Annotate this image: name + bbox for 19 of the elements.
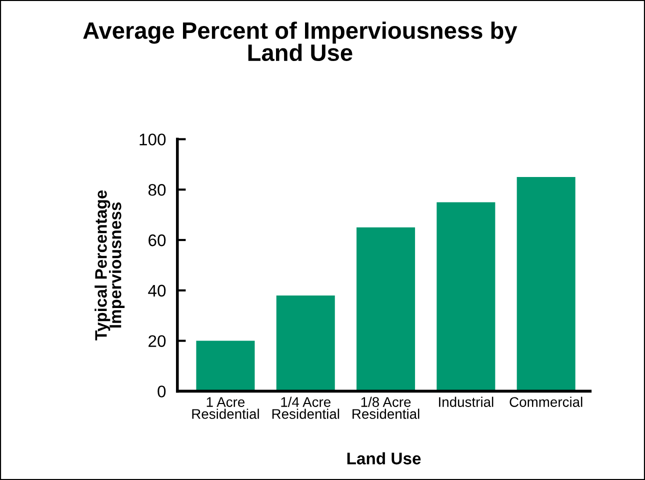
chart-title: Average Percent of Imperviousness by Land Use — [83, 22, 518, 62]
bar — [516, 177, 576, 392]
y-tick-label: 80 — [148, 184, 166, 196]
y-tick-label: 40 — [148, 284, 166, 297]
bar — [356, 227, 416, 392]
bar — [276, 295, 335, 392]
y-tick-label: 20 — [148, 335, 166, 348]
bar — [436, 202, 496, 392]
x-tick-label: 1/4 Acre Residential — [272, 396, 340, 419]
y-tick-label: 60 — [148, 234, 166, 246]
x-tick-label: 1/8 Acre Residential — [352, 396, 420, 419]
x-tick-label: Commercial — [510, 396, 582, 407]
x-tick-label: Industrial — [439, 396, 494, 407]
bar — [196, 340, 255, 392]
x-axis-title: Land Use — [347, 452, 421, 464]
y-axis-title: Typical Percentage Imperviousness — [94, 190, 125, 340]
x-tick-label: 1 Acre Residential — [192, 397, 259, 419]
y-tick-label: 100 — [140, 134, 166, 146]
y-tick-label: 0 — [158, 386, 166, 398]
